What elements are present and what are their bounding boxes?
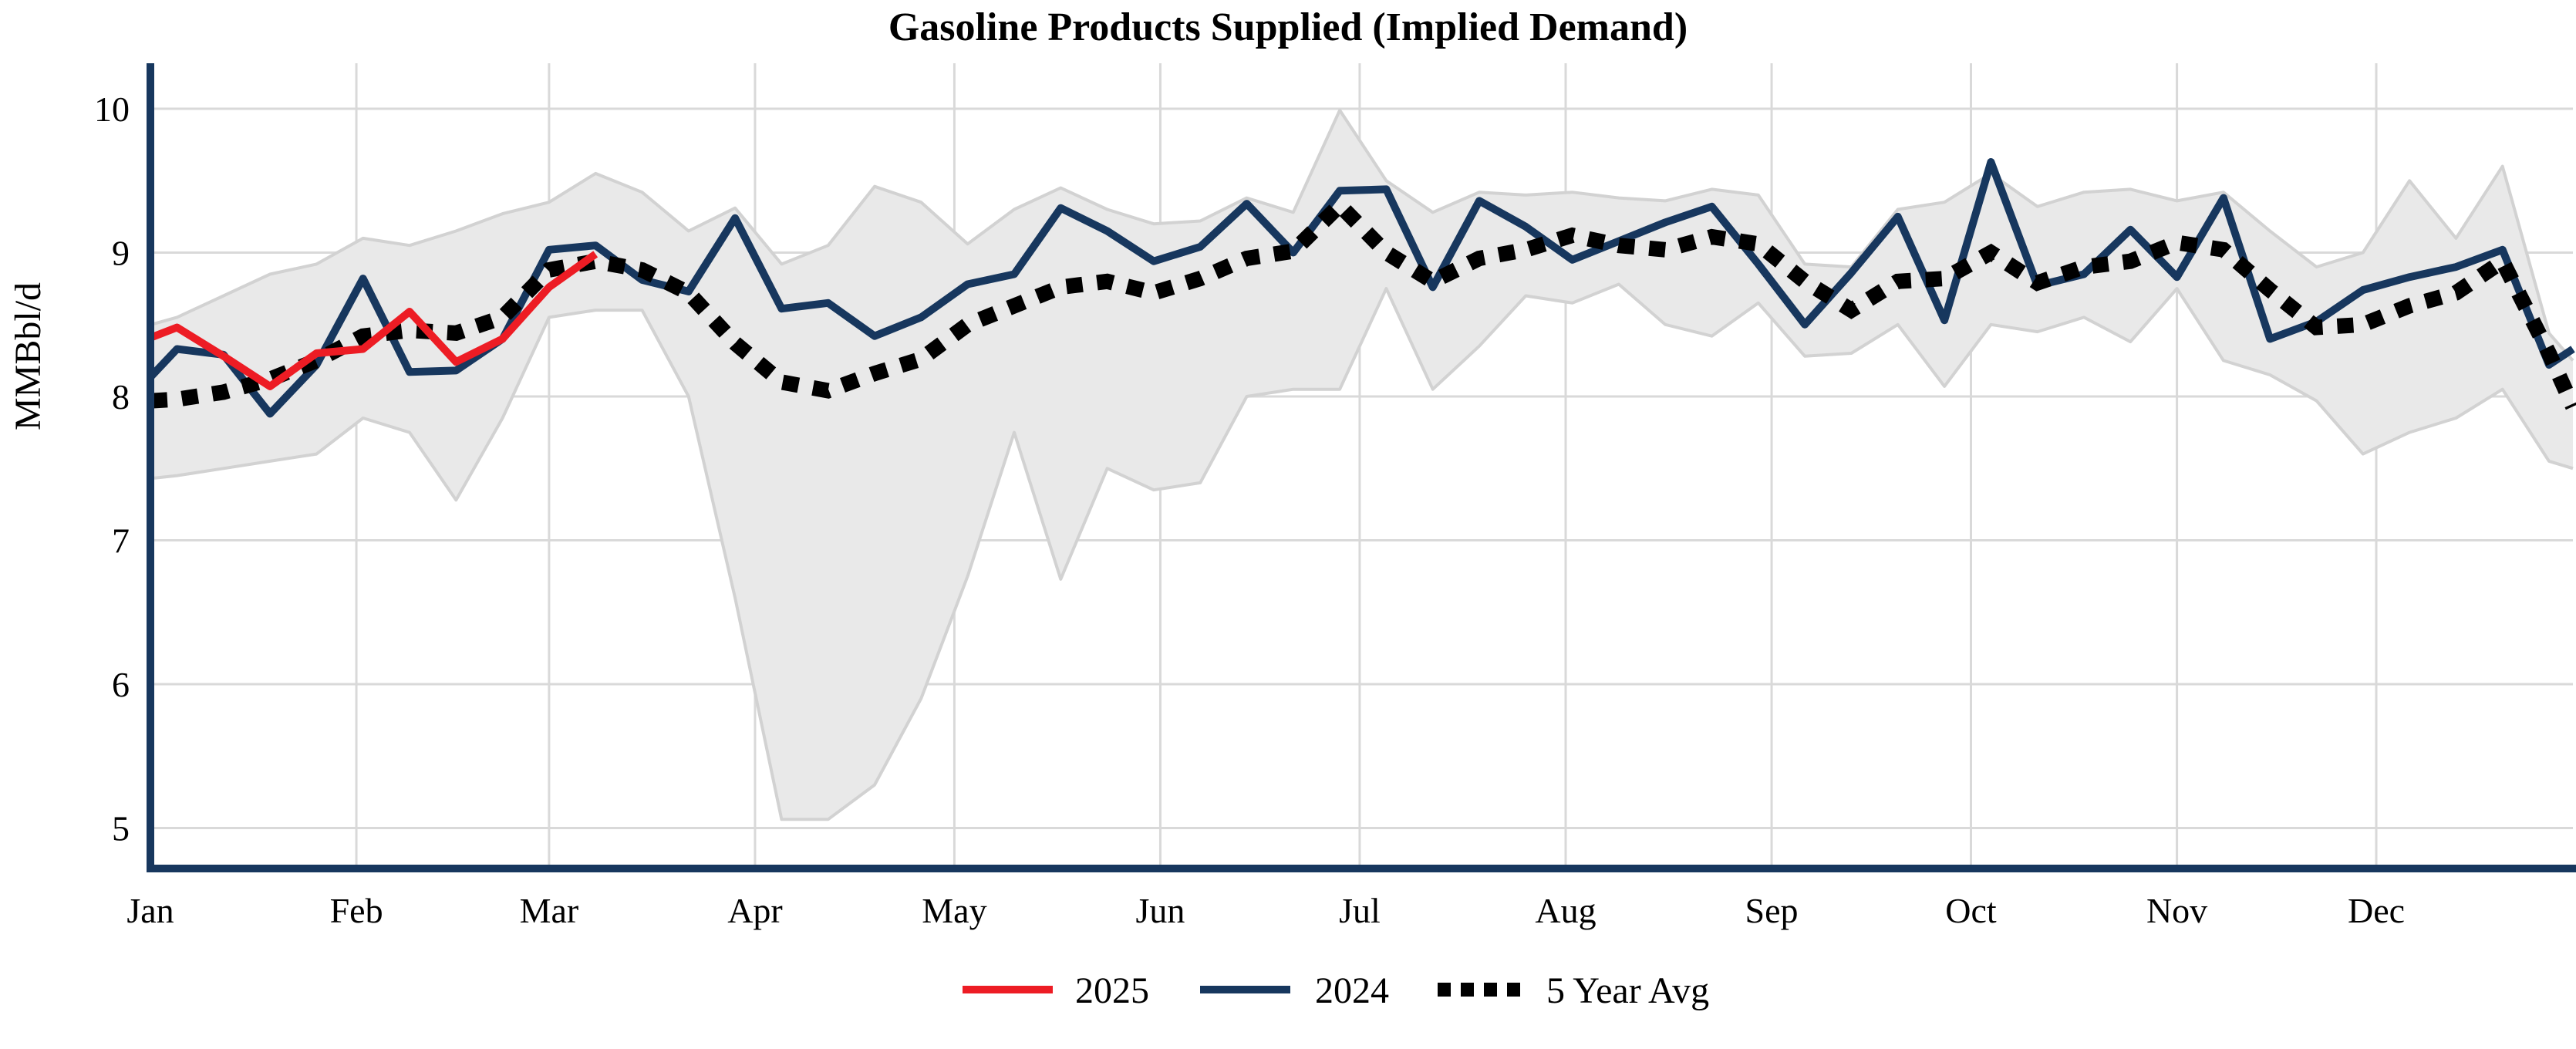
x-tick-label: Sep — [1745, 891, 1799, 930]
x-tick-label: Jun — [1136, 891, 1185, 930]
line-5yr-avg — [150, 194, 2576, 410]
y-axis-label: MMBbl/d — [8, 282, 49, 430]
line-2024 — [148, 158, 2575, 418]
y-tick-label: 9 — [112, 234, 130, 273]
legend-label-2025: 2025 — [1075, 970, 1149, 1011]
legend-label-5yr-avg: 5 Year Avg — [1546, 970, 1709, 1011]
axis-tick-labels: 10 9 8 7 6 5 Jan Feb Mar Apr May Jun Jul Aug Sep Oct Nov… — [94, 89, 2405, 930]
x-tick-label: Apr — [727, 891, 783, 930]
x-tick-label: Oct — [1945, 891, 1997, 930]
legend: 2025 2024 5 Year Avg — [963, 970, 1709, 1011]
legend-item-2025: 2025 — [963, 970, 1149, 1011]
legend-label-2024: 2024 — [1315, 970, 1389, 1011]
axes-spines — [147, 63, 2576, 872]
band-lower-edge — [150, 282, 2574, 821]
x-tick-label: Jul — [1339, 891, 1381, 930]
legend-item-2024: 2024 — [1200, 970, 1389, 1011]
y-tick-label: 10 — [94, 89, 130, 129]
y-tick-label: 5 — [112, 809, 130, 848]
band-upper-edge — [150, 108, 2574, 362]
line-2025 — [150, 251, 598, 390]
y-tick-label: 6 — [112, 665, 130, 704]
legend-item-5yr-avg: 5 Year Avg — [1438, 970, 1709, 1011]
x-tick-label: Feb — [330, 891, 383, 930]
x-tick-label: Aug — [1535, 891, 1596, 930]
chart-title: Gasoline Products Supplied (Implied Dema… — [888, 5, 1688, 49]
x-tick-label: May — [922, 891, 986, 930]
y-tick-label: 7 — [112, 521, 130, 561]
x-tick-label: Mar — [520, 891, 579, 930]
x-tick-label: Dec — [2348, 891, 2405, 930]
x-tick-label: Jan — [126, 891, 174, 930]
y-tick-label: 8 — [112, 377, 130, 417]
x-tick-label: Nov — [2146, 891, 2207, 930]
band-fill — [151, 110, 2573, 820]
series-lines — [148, 158, 2576, 418]
five-year-range-band — [150, 108, 2574, 821]
